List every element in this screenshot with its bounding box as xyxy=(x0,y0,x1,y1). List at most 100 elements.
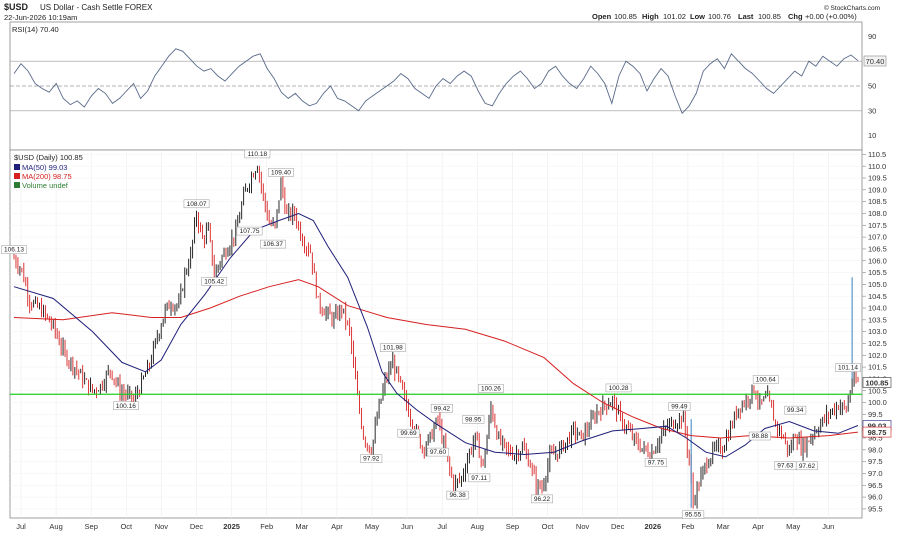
annotation-label: 99.42 xyxy=(434,405,451,412)
annotation-box xyxy=(201,277,228,286)
annotation-box xyxy=(183,199,210,209)
ma50-tag: 99.03 xyxy=(868,421,887,430)
annotation-box xyxy=(795,461,818,471)
legend-swatch xyxy=(14,164,20,170)
price-bars xyxy=(13,165,859,509)
y-tick-label: 101.5 xyxy=(868,363,887,372)
y-tick-label: 95.5 xyxy=(868,505,883,514)
timestamp: 22-Jun-2026 10:19am xyxy=(4,13,77,22)
x-tick-label: Sep xyxy=(506,522,519,531)
x-tick-label: Mar xyxy=(717,522,730,531)
legend-label: Volume undef xyxy=(22,181,69,190)
price-panel-title: $USD (Daily) 100.85 xyxy=(14,153,83,162)
annotation-label: 99.34 xyxy=(787,407,804,414)
annotation-box xyxy=(236,226,263,236)
y-tick-label: 110.0 xyxy=(868,162,886,171)
price-annotations: 106.13 100.16 108.07 105.42 110.18 109.40 107.… xyxy=(1,149,861,519)
annotation-box xyxy=(468,473,491,483)
annotation-box xyxy=(752,375,779,384)
y-tick-label: 100.5 xyxy=(868,386,887,395)
y-tick-label: 108.5 xyxy=(868,197,887,206)
high-value: 101.02 xyxy=(663,12,686,21)
annotation-box xyxy=(835,363,861,372)
x-tick-label: Nov xyxy=(576,522,590,531)
legend-swatch xyxy=(14,173,20,179)
annotation-label: 105.42 xyxy=(204,278,224,285)
ma200-tag: 98.75 xyxy=(868,428,887,437)
annotation-box xyxy=(360,454,383,463)
annotation-label: 97.75 xyxy=(648,460,665,467)
price-panel: 110.5 110.0 109.5 109.0 108.5 108.0 107.5 107.0… xyxy=(1,149,892,519)
annotation-label: 98.95 xyxy=(465,416,482,423)
x-tick-label: Feb xyxy=(681,522,694,531)
y-tick-label: 98.0 xyxy=(868,445,883,454)
annotation-label: 100.26 xyxy=(481,385,501,392)
annotation-label: 96.38 xyxy=(449,492,466,499)
instrument-name: US Dollar - Cash Settle FOREX xyxy=(40,3,153,12)
annotation-box xyxy=(682,510,705,519)
x-tick-label: May xyxy=(365,522,379,531)
annotation-label: 106.37 xyxy=(263,241,283,248)
y-tick-label: 108.0 xyxy=(868,209,887,218)
annotation-label: 97.60 xyxy=(430,449,447,456)
x-tick-label: Oct xyxy=(120,522,133,531)
chg-value: +0.00 (+0.00%) xyxy=(805,12,857,21)
y-tick-label: 97.0 xyxy=(868,469,883,478)
legend-swatch xyxy=(14,182,20,188)
y-axis: 110.5 110.0 109.5 109.0 108.5 108.0 107.5 107.0… xyxy=(10,150,887,514)
annotation-box xyxy=(113,401,139,411)
annotation-label: 97.92 xyxy=(363,456,380,463)
annotation-label: 101.98 xyxy=(383,345,403,352)
annotation-label: 100.16 xyxy=(116,403,136,410)
y-tick-label: 103.0 xyxy=(868,327,887,336)
x-tick-label: 2025 xyxy=(223,522,240,531)
rsi-label: RSI(14) 70.40 xyxy=(12,25,59,34)
annotation-label: 100.64 xyxy=(756,376,776,383)
annotation-box xyxy=(462,415,485,424)
y-tick-label: 98.5 xyxy=(868,434,883,443)
y-tick-label: 109.5 xyxy=(868,174,887,183)
y-tick-label: 102.5 xyxy=(868,339,887,348)
x-tick-label: Jun xyxy=(401,522,413,531)
rsi-axis: 9070503010 xyxy=(868,32,876,140)
annotation-box xyxy=(478,384,504,393)
annotation-box xyxy=(430,404,453,413)
x-tick-label: Jul xyxy=(16,522,26,531)
annotation-box xyxy=(530,494,553,504)
rsi-tick-label: 30 xyxy=(868,106,876,115)
x-axis: Jul Aug Sep Oct Nov Dec 2025 Feb Mar Apr May Jun Jul… xyxy=(16,522,834,531)
last-label: Last xyxy=(738,12,754,21)
last-price-tag: 100.85 xyxy=(866,378,889,387)
last-value: 100.85 xyxy=(758,12,781,21)
x-tick-label: May xyxy=(786,522,800,531)
low-label: Low xyxy=(690,12,705,21)
annotation-label: 98.88 xyxy=(752,433,769,440)
annotation-box xyxy=(379,343,406,352)
annotation-box xyxy=(644,458,667,467)
low-value: 100.76 xyxy=(708,12,731,21)
annotation-label: 96.22 xyxy=(534,496,551,503)
rsi-tick-label: 50 xyxy=(868,82,876,91)
symbol: $USD xyxy=(4,2,29,12)
y-tick-label: 104.0 xyxy=(868,304,887,313)
annotation-box xyxy=(268,168,294,177)
x-tick-label: Nov xyxy=(155,522,169,531)
annotation-label: 108.07 xyxy=(187,201,207,208)
y-tick-label: 96.5 xyxy=(868,481,883,490)
x-tick-label: Feb xyxy=(260,522,273,531)
high-label: High xyxy=(642,12,659,21)
annotation-box xyxy=(244,149,271,159)
x-tick-label: Jul xyxy=(437,522,447,531)
y-tick-label: 97.5 xyxy=(868,457,883,466)
annotation-label: 109.40 xyxy=(271,169,291,176)
open-value: 100.85 xyxy=(614,12,637,21)
price-frame xyxy=(9,149,863,519)
annotation-box xyxy=(748,431,771,441)
x-tick-label: Dec xyxy=(611,522,625,531)
y-tick-label: 102.0 xyxy=(868,351,887,360)
y-tick-label: 103.5 xyxy=(868,315,887,324)
open-label: Open xyxy=(592,12,612,21)
